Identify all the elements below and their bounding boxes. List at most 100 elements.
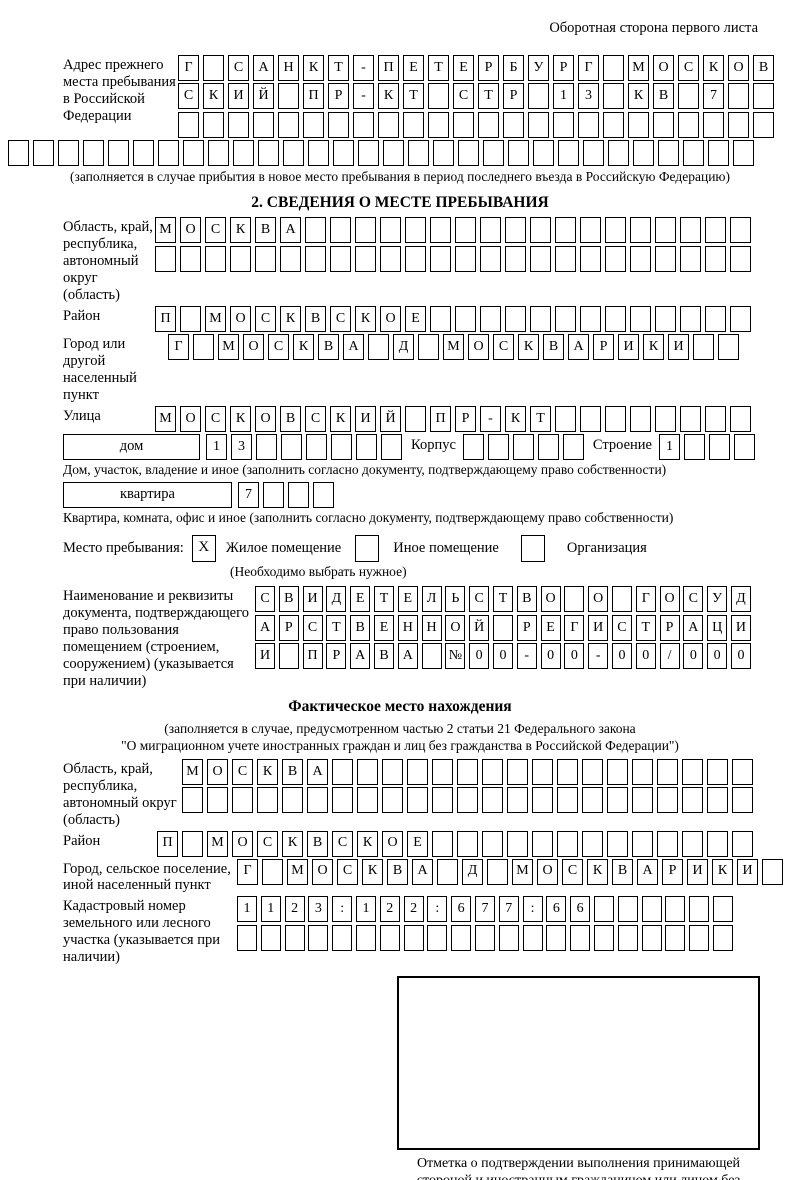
char-cell[interactable] <box>705 405 726 432</box>
char-cell[interactable]: 2 <box>403 896 424 923</box>
char-cell[interactable]: В <box>282 758 303 785</box>
char-cell[interactable] <box>682 787 703 814</box>
char-cell[interactable] <box>355 245 376 272</box>
char-cell[interactable] <box>480 217 501 244</box>
char-cell[interactable]: И <box>588 614 609 641</box>
char-cell[interactable] <box>133 140 154 167</box>
char-cell[interactable]: Т <box>478 83 499 110</box>
char-cell[interactable] <box>379 924 400 951</box>
char-cell[interactable]: С <box>611 614 632 641</box>
char-cell[interactable]: О <box>382 830 403 857</box>
char-cell[interactable]: К <box>643 334 664 361</box>
char-cell[interactable]: М <box>443 334 464 361</box>
char-cell[interactable]: Т <box>530 405 551 432</box>
char-cell[interactable] <box>358 140 379 167</box>
char-cell[interactable] <box>262 858 283 885</box>
char-cell[interactable]: К <box>330 405 351 432</box>
char-cell[interactable] <box>657 787 678 814</box>
char-cell[interactable]: Р <box>326 643 347 670</box>
char-cell[interactable]: Й <box>380 405 401 432</box>
char-cell[interactable] <box>555 245 576 272</box>
char-cell[interactable]: О <box>180 405 201 432</box>
char-cell[interactable]: М <box>182 758 203 785</box>
char-cell[interactable]: К <box>362 858 383 885</box>
char-cell[interactable]: 1 <box>260 896 281 923</box>
char-cell[interactable] <box>728 111 749 138</box>
char-cell[interactable] <box>557 758 578 785</box>
char-cell[interactable]: Ь <box>445 586 466 613</box>
char-cell[interactable] <box>403 924 424 951</box>
char-cell[interactable]: С <box>469 586 490 613</box>
char-cell[interactable]: М <box>205 306 226 333</box>
char-cell[interactable] <box>378 111 399 138</box>
char-cell[interactable]: Г <box>237 858 258 885</box>
char-cell[interactable] <box>203 54 224 81</box>
char-cell[interactable] <box>462 433 484 460</box>
char-cell[interactable]: К <box>230 217 251 244</box>
char-cell[interactable] <box>733 140 754 167</box>
checkbox-organization[interactable] <box>520 534 545 562</box>
char-cell[interactable] <box>207 787 228 814</box>
char-cell[interactable]: Т <box>635 614 656 641</box>
char-cell[interactable] <box>703 111 724 138</box>
char-cell[interactable] <box>303 111 324 138</box>
char-cell[interactable]: 0 <box>683 643 704 670</box>
char-cell[interactable] <box>655 306 676 333</box>
char-cell[interactable]: Р <box>593 334 614 361</box>
char-cell[interactable] <box>505 245 526 272</box>
char-cell[interactable]: К <box>712 858 733 885</box>
char-cell[interactable]: А <box>350 643 371 670</box>
char-cell[interactable] <box>357 758 378 785</box>
char-cell[interactable]: Е <box>373 614 394 641</box>
char-cell[interactable]: О <box>255 405 276 432</box>
char-cell[interactable] <box>558 140 579 167</box>
char-cell[interactable] <box>355 924 376 951</box>
char-cell[interactable]: Г <box>564 614 585 641</box>
char-cell[interactable] <box>680 245 701 272</box>
char-cell[interactable] <box>33 140 54 167</box>
char-cell[interactable]: О <box>468 334 489 361</box>
char-cell[interactable] <box>632 787 653 814</box>
char-cell[interactable] <box>607 787 628 814</box>
char-cell[interactable]: В <box>255 217 276 244</box>
char-cell[interactable]: В <box>612 858 633 885</box>
char-cell[interactable] <box>418 334 439 361</box>
char-cell[interactable]: В <box>373 643 394 670</box>
char-cell[interactable]: С <box>562 858 583 885</box>
char-cell[interactable] <box>331 433 352 460</box>
char-cell[interactable]: С <box>453 83 474 110</box>
char-cell[interactable] <box>430 245 451 272</box>
char-cell[interactable]: - <box>588 643 609 670</box>
char-cell[interactable] <box>478 111 499 138</box>
char-cell[interactable]: С <box>332 830 353 857</box>
char-cell[interactable]: К <box>703 54 724 81</box>
char-cell[interactable] <box>603 83 624 110</box>
char-cell[interactable] <box>257 787 278 814</box>
char-cell[interactable]: К <box>303 54 324 81</box>
char-cell[interactable] <box>182 830 203 857</box>
char-cell[interactable]: К <box>203 83 224 110</box>
char-cell[interactable] <box>482 830 503 857</box>
char-cell[interactable] <box>230 245 251 272</box>
char-cell[interactable]: А <box>683 614 704 641</box>
char-cell[interactable]: Т <box>328 54 349 81</box>
char-cell[interactable] <box>730 245 751 272</box>
char-cell[interactable] <box>593 924 614 951</box>
char-cell[interactable] <box>630 405 651 432</box>
char-cell[interactable]: С <box>255 306 276 333</box>
char-cell[interactable] <box>580 306 601 333</box>
char-cell[interactable]: В <box>516 586 537 613</box>
char-cell[interactable] <box>356 433 377 460</box>
char-cell[interactable]: П <box>378 54 399 81</box>
char-cell[interactable]: П <box>157 830 178 857</box>
char-cell[interactable] <box>580 217 601 244</box>
char-cell[interactable] <box>487 858 508 885</box>
char-cell[interactable]: - <box>480 405 501 432</box>
char-cell[interactable]: 0 <box>492 643 513 670</box>
char-cell[interactable] <box>655 405 676 432</box>
char-cell[interactable] <box>641 924 662 951</box>
char-cell[interactable] <box>427 924 448 951</box>
char-cell[interactable] <box>532 787 553 814</box>
char-cell[interactable]: Н <box>421 614 442 641</box>
char-cell[interactable]: А <box>280 217 301 244</box>
